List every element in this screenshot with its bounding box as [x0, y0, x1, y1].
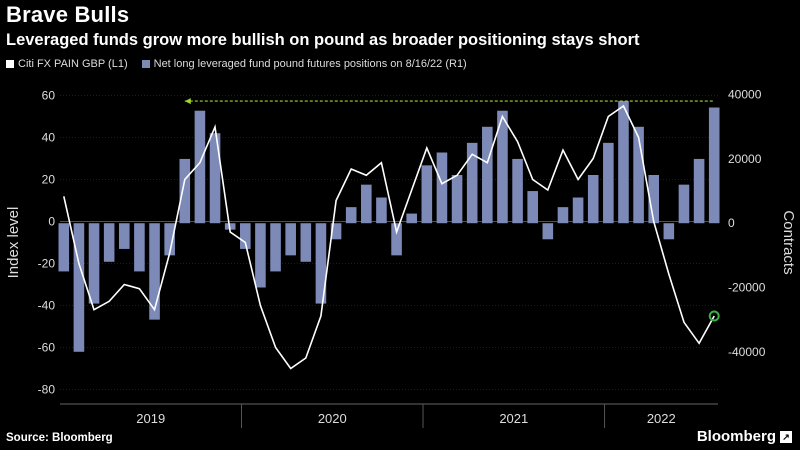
left-tick-label: 20 [42, 173, 56, 187]
bar [512, 158, 523, 224]
bar [482, 126, 493, 224]
left-tick-label: -40 [38, 299, 56, 313]
bar [421, 165, 433, 224]
bar [118, 223, 130, 249]
last-value-marker [708, 310, 720, 322]
bar [633, 126, 644, 224]
source-note: Source: Bloomberg [6, 432, 113, 444]
bar [618, 101, 629, 224]
bar [194, 110, 206, 224]
chart-subtitle: Leveraged funds grow more bullish on pou… [6, 31, 640, 49]
bar [391, 223, 402, 256]
right-tick-label: 0 [728, 216, 735, 230]
x-tick-label: 2022 [647, 411, 676, 426]
bar [134, 223, 145, 272]
bar [678, 184, 690, 224]
bar [603, 142, 614, 224]
bar [255, 223, 266, 288]
right-tick-label: 40000 [728, 88, 762, 102]
bar [557, 207, 569, 224]
bar [345, 207, 357, 224]
right-axis-title: Contracts [780, 210, 797, 274]
bar [542, 223, 554, 240]
bar [648, 175, 660, 224]
right-tick-label: -20000 [728, 281, 766, 295]
line-series [63, 104, 715, 370]
bar [497, 110, 508, 224]
bar [149, 223, 160, 320]
bar [209, 133, 221, 224]
bar [330, 223, 342, 240]
left-tick-label: 0 [48, 215, 55, 229]
bar [88, 223, 100, 304]
x-tick-label: 2020 [318, 411, 347, 426]
bar [708, 107, 720, 224]
bar [73, 223, 85, 352]
right-tick-label: -40000 [728, 345, 766, 359]
legend-item-bars: Net long leveraged fund pound futures po… [141, 58, 467, 70]
bar [103, 223, 115, 262]
x-tick-label: 2019 [136, 411, 165, 426]
brand-mark-icon: ↗ [780, 430, 792, 443]
left-tick-label: -60 [38, 341, 56, 355]
legend-label-line: Citi FX PAIN GBP (L1) [18, 58, 128, 70]
legend-item-line: Citi FX PAIN GBP (L1) [6, 58, 128, 70]
bar [406, 213, 417, 224]
left-axis-title: Index level [5, 207, 22, 279]
bar [693, 158, 705, 224]
bar [240, 223, 251, 249]
chart-title: Brave Bulls [6, 2, 130, 27]
bar [179, 158, 191, 224]
legend: Citi FX PAIN GBP (L1) Net long leveraged… [6, 58, 467, 70]
brand-name: Bloomberg [696, 428, 776, 445]
left-tick-label: -80 [38, 383, 56, 397]
reference-arrow [184, 98, 191, 105]
bar [436, 152, 448, 224]
bar [270, 223, 281, 272]
bar [361, 184, 372, 224]
left-tick-label: 40 [42, 131, 56, 145]
bar [466, 142, 478, 224]
legend-swatch-line [6, 60, 14, 68]
bar [451, 175, 463, 224]
bar [164, 223, 175, 256]
right-tick-label: 20000 [728, 152, 762, 166]
left-tick-label: -20 [38, 257, 56, 271]
bar [572, 197, 584, 224]
bar [58, 223, 70, 272]
bar [300, 223, 312, 262]
legend-label-bars: Net long leveraged fund pound futures po… [153, 58, 467, 70]
left-tick-label: 60 [42, 89, 56, 103]
bar [376, 197, 387, 224]
x-tick-label: 2021 [499, 411, 528, 426]
bar [587, 175, 599, 224]
legend-swatch-bars [141, 60, 150, 68]
bar [663, 223, 675, 240]
bar [527, 191, 538, 224]
bar [315, 223, 327, 304]
brand-logo: Bloomberg ↗ [697, 428, 792, 445]
bar [285, 223, 296, 256]
